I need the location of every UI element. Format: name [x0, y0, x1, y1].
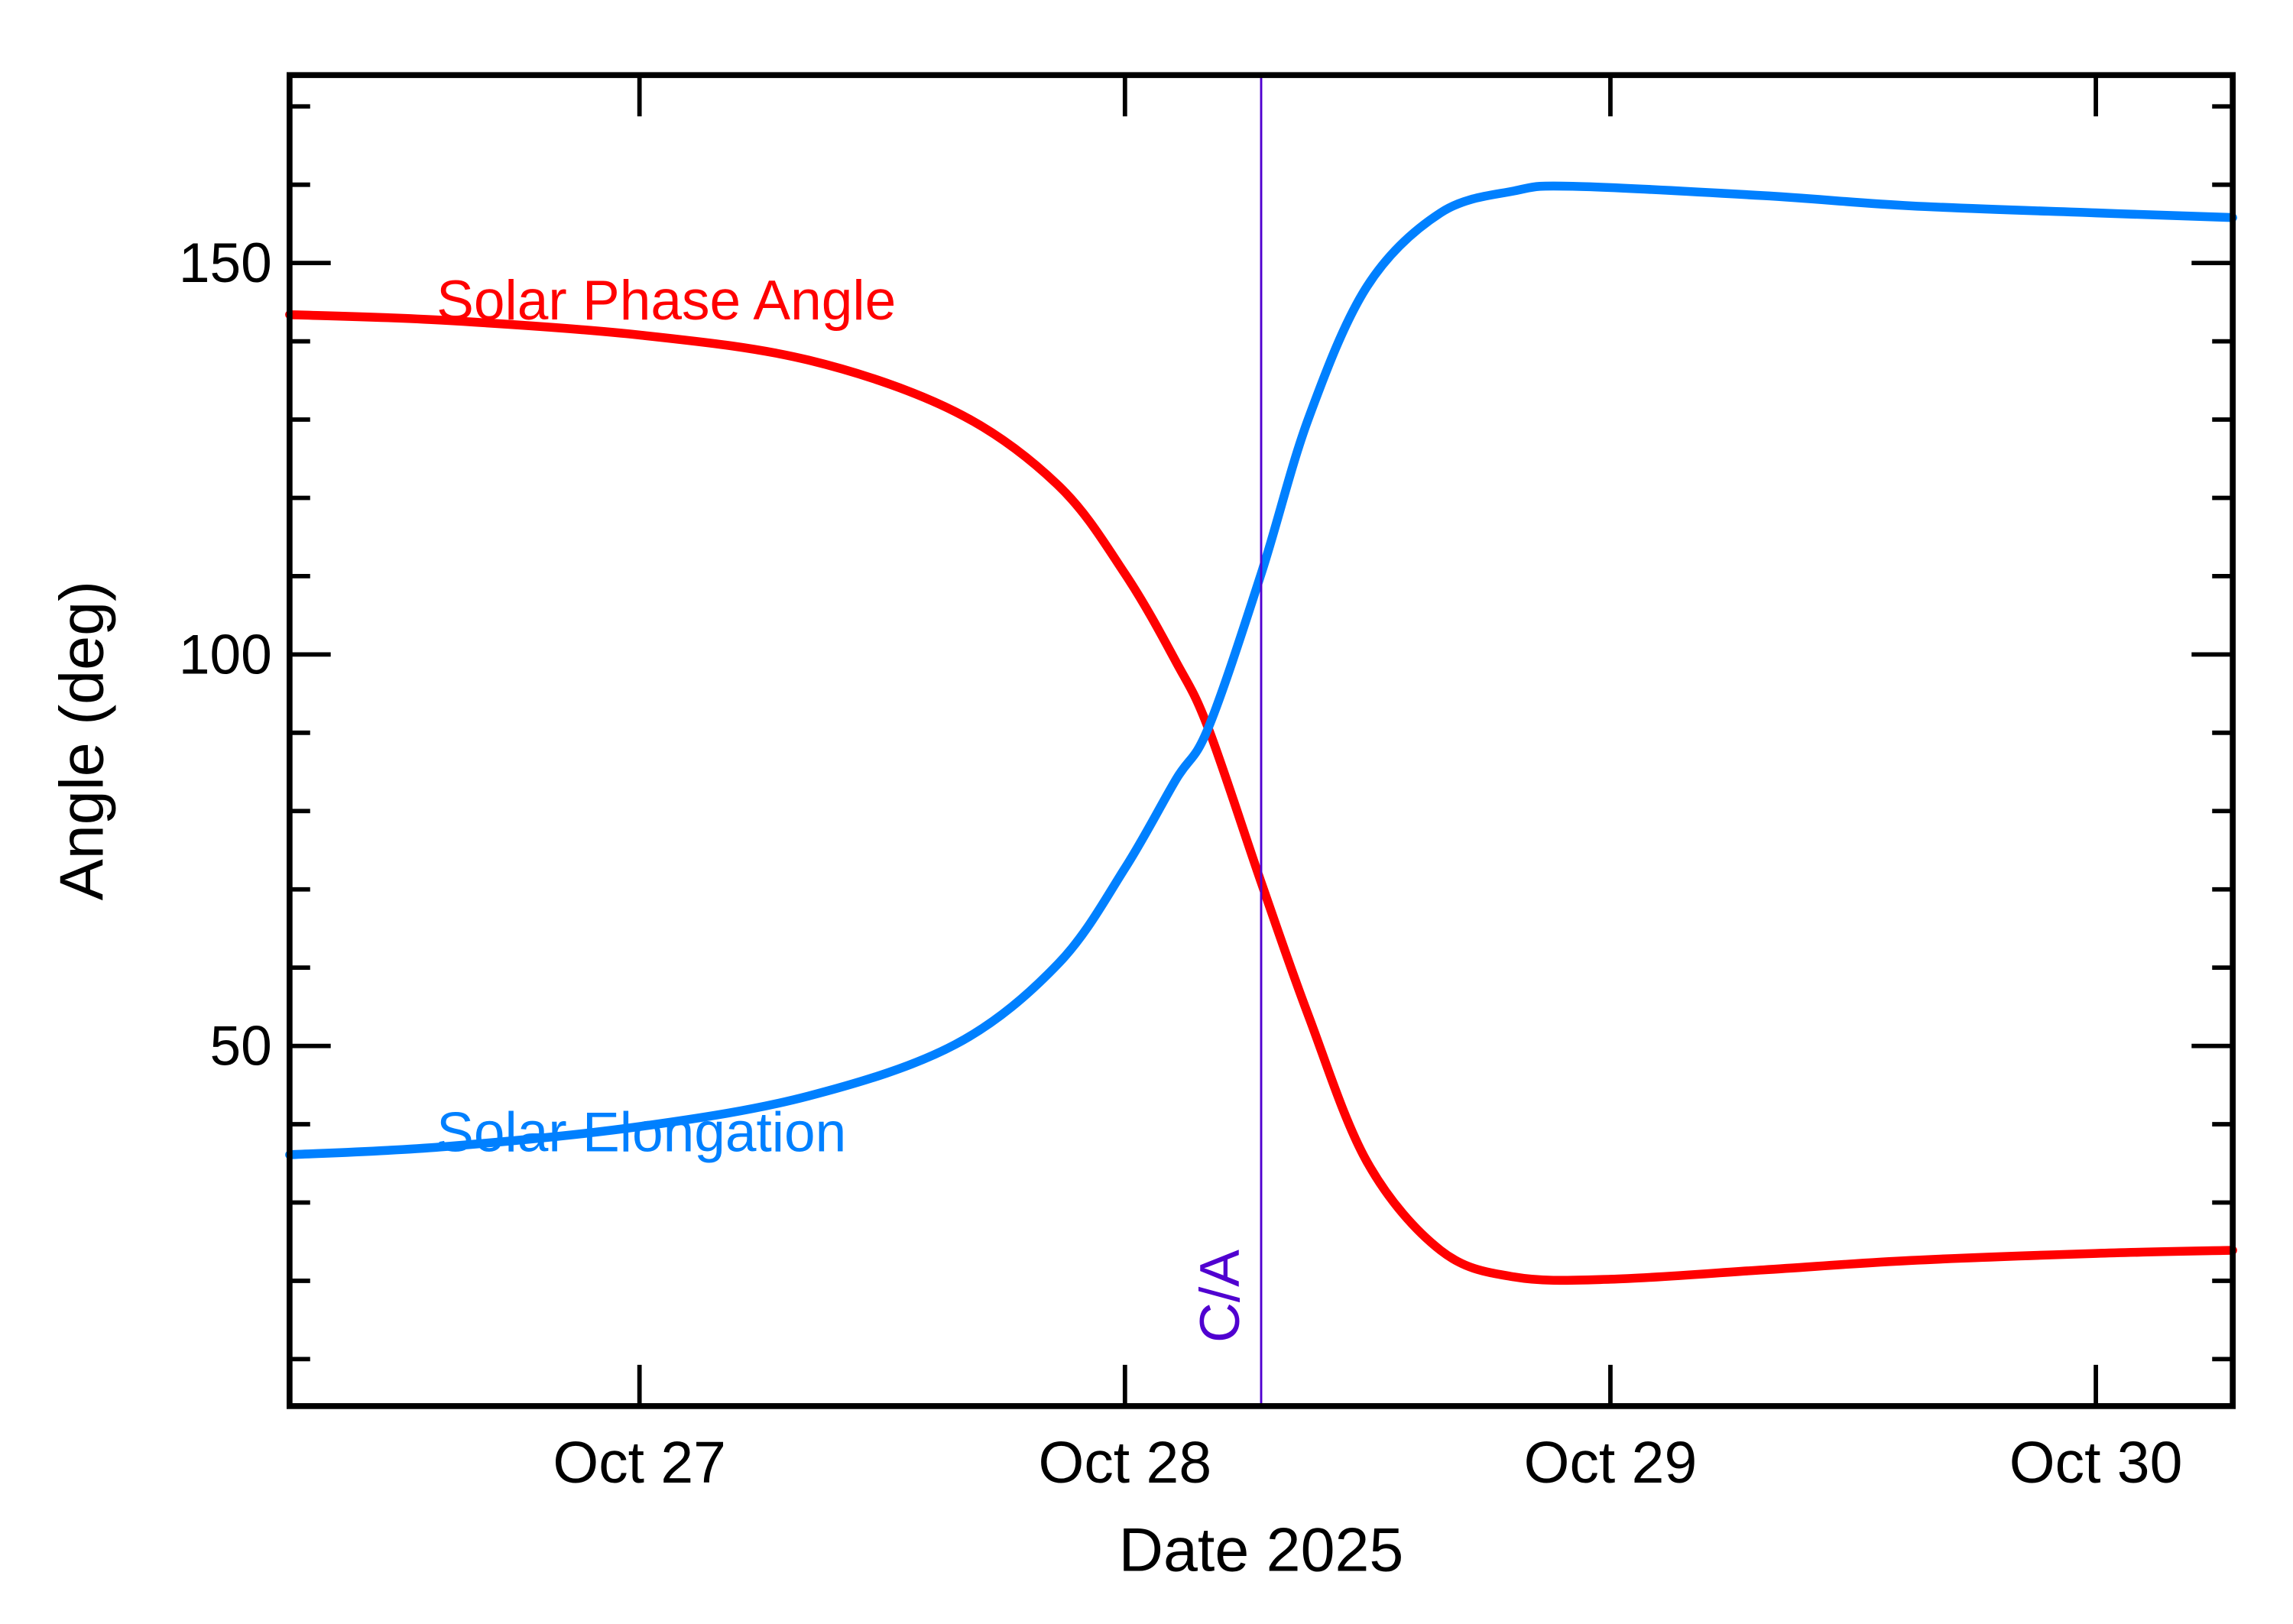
y-tick-label: 100 — [179, 624, 272, 686]
axis-ticks — [289, 75, 2233, 1406]
series-label-solar-elongation: Solar Elongation — [436, 1102, 846, 1164]
x-tick-label: Oct 29 — [1524, 1430, 1698, 1496]
y-axis-label: Angle (deg) — [48, 581, 117, 900]
y-tick-label: 150 — [179, 232, 272, 294]
y-tick-labels: 50 100 150 — [179, 232, 272, 1078]
x-tick-labels: Oct 27 Oct 28 Oct 29 Oct 30 — [553, 1430, 2182, 1496]
x-axis-label: Date 2025 — [1119, 1516, 1404, 1585]
series-line-solar-elongation — [285, 181, 2237, 1159]
series-label-solar-phase-angle: Solar Phase Angle — [436, 270, 896, 332]
closest-approach-label: C/A — [1189, 1250, 1251, 1343]
plot-frame — [287, 72, 2236, 1409]
y-tick-label: 50 — [209, 1016, 271, 1078]
x-tick-label: Oct 30 — [2009, 1430, 2183, 1496]
x-tick-label: Oct 27 — [553, 1430, 726, 1496]
x-tick-label: Oct 28 — [1039, 1430, 1212, 1496]
